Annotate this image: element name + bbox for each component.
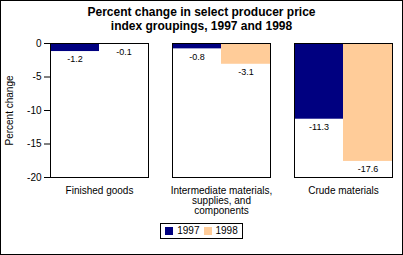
html-text:Percent change in select produ: Percent change in select producer price … (87, 5, 316, 33)
svg-text:-10: -10 (27, 105, 42, 116)
svg-text:-0.8: -0.8 (189, 52, 205, 62)
svg-text:Percent change: Percent change (4, 75, 15, 145)
svg-text:-20: -20 (27, 172, 42, 183)
svg-text:0: 0 (36, 38, 42, 49)
svg-text:-11.3: -11.3 (309, 122, 329, 132)
svg-text:Intermediate materials,supplie: Intermediate materials,supplies, andcomp… (171, 185, 273, 216)
svg-text:-15: -15 (27, 138, 42, 149)
html-text:1998: 1998 (215, 225, 238, 236)
html-text:1997: 1997 (177, 225, 200, 236)
svg-text:-3.1: -3.1 (238, 67, 254, 77)
svg-text:-5: -5 (33, 71, 42, 82)
svg-text:-0.1: -0.1 (116, 47, 132, 57)
svg-text:Finished goods: Finished goods (66, 185, 134, 196)
svg-text:-1.2: -1.2 (67, 54, 83, 64)
svg-text:-17.6: -17.6 (358, 164, 379, 174)
svg-text:Crude materials: Crude materials (308, 185, 379, 196)
